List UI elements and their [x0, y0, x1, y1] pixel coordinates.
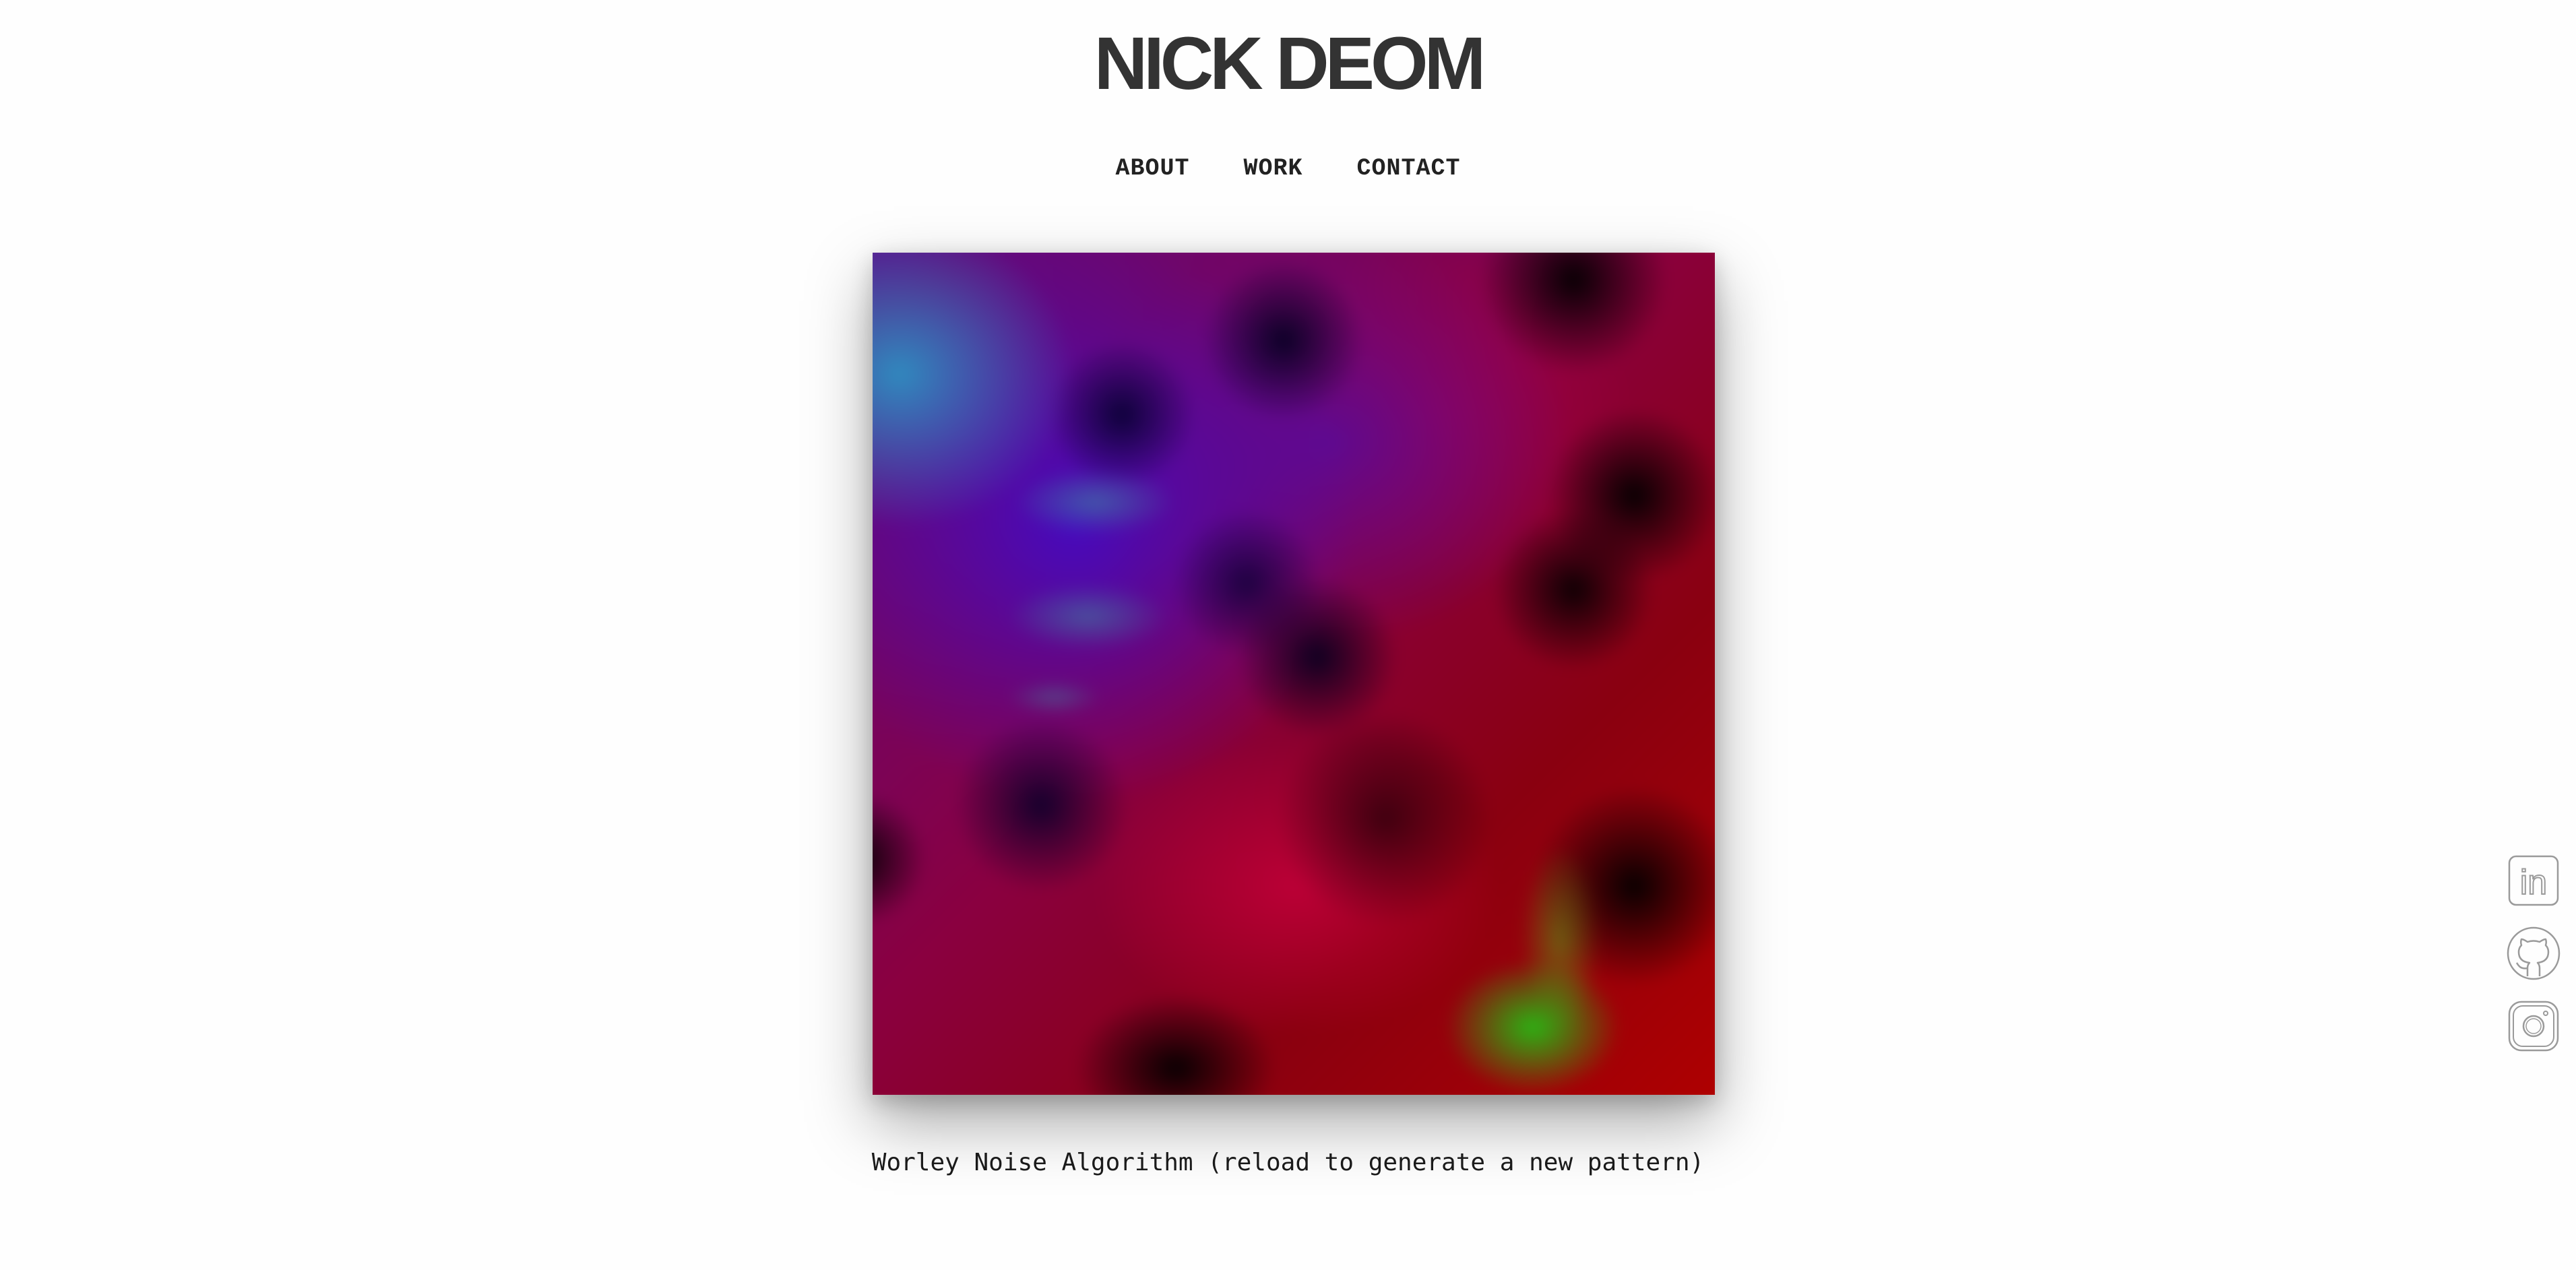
nav-item-contact[interactable]: CONTACT — [1356, 155, 1461, 182]
nav-item-about[interactable]: ABOUT — [1115, 155, 1190, 182]
worley-noise-pattern — [873, 253, 1715, 1095]
instagram-link[interactable] — [2505, 998, 2562, 1054]
worley-noise-canvas — [873, 253, 1715, 1095]
main-nav: ABOUT WORK CONTACT — [0, 150, 2576, 187]
instagram-icon — [2508, 1001, 2559, 1052]
github-icon — [2507, 926, 2561, 980]
github-link[interactable] — [2505, 925, 2562, 982]
social-links: in — [2505, 852, 2562, 1071]
nav-item-work[interactable]: WORK — [1243, 155, 1303, 182]
linkedin-link[interactable]: in — [2505, 852, 2562, 909]
artwork-caption: Worley Noise Algorithm (reload to genera… — [871, 1149, 1705, 1176]
site-title[interactable]: NICK DEOM — [1094, 22, 1486, 105]
linkedin-icon: in — [2508, 855, 2559, 906]
linkedin-text: in — [2520, 863, 2547, 902]
